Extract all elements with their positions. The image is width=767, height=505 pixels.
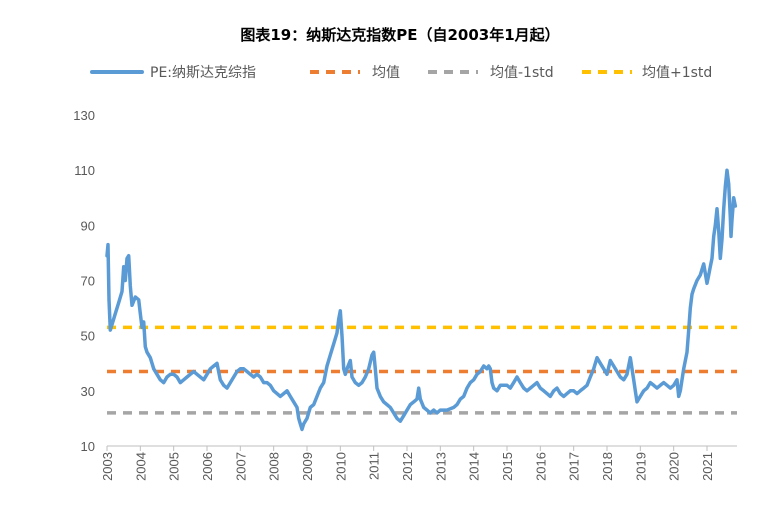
legend: PE:纳斯达克综指 均值 均值-1std 均值+1std: [90, 65, 712, 81]
y-tick-label: 90: [81, 218, 95, 233]
y-tick-label: 50: [81, 329, 95, 344]
y-tick-label: 30: [81, 384, 95, 399]
x-tick-label: 2020: [667, 452, 682, 481]
legend-label-mean-plus-std: 均值+1std: [642, 65, 712, 81]
y-tick-label: 130: [73, 108, 95, 123]
series-line-pe: [105, 168, 738, 432]
x-tick-label: 2021: [700, 452, 715, 481]
x-tick-label: 2016: [533, 452, 548, 481]
legend-label-pe: PE:纳斯达克综指: [150, 65, 256, 81]
x-tick-label: 2003: [100, 452, 115, 481]
x-tick-label: 2006: [200, 452, 215, 481]
x-tick-label: 2007: [233, 452, 248, 481]
x-axis: 2003 2004 2005 2006 2007 2008 2009 2010 2011 2012…: [100, 446, 715, 481]
x-tick-label: 2017: [567, 452, 582, 481]
x-tick-label: 2012: [400, 452, 415, 481]
x-tick-label: 2014: [467, 452, 482, 481]
reference-lines: [107, 325, 737, 415]
y-axis: 10 30 50 70 90 110 130: [73, 108, 95, 454]
y-tick-label: 70: [81, 274, 95, 289]
y-tick-label: 110: [74, 163, 95, 178]
x-tick-label: 2015: [500, 452, 515, 481]
y-tick-label: 10: [81, 439, 95, 454]
x-tick-label: 2009: [300, 452, 315, 481]
x-tick-label: 2011: [367, 452, 382, 480]
x-tick-label: 2004: [133, 452, 148, 481]
legend-label-mean: 均值: [372, 65, 400, 81]
x-tick-label: 2010: [333, 452, 348, 481]
chart-title: 图表19：纳斯达克指数PE（自2003年1月起）: [240, 26, 559, 44]
x-tick-label: 2008: [267, 452, 282, 481]
x-tick-label: 2019: [633, 452, 648, 481]
x-tick-label: 2018: [600, 452, 615, 481]
legend-label-mean-minus-std: 均值-1std: [490, 65, 554, 81]
x-tick-label: 2013: [433, 452, 448, 481]
x-tick-label: 2005: [167, 452, 182, 481]
